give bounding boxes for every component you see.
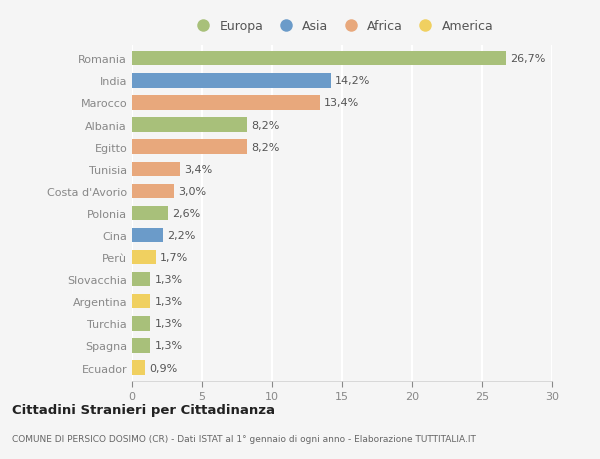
Text: 1,3%: 1,3%: [154, 341, 182, 351]
Bar: [132, 317, 150, 331]
Bar: [132, 52, 506, 66]
Bar: [132, 184, 174, 199]
Bar: [132, 96, 320, 110]
Text: Cittadini Stranieri per Cittadinanza: Cittadini Stranieri per Cittadinanza: [12, 403, 275, 416]
Bar: [132, 140, 247, 155]
Bar: [132, 339, 150, 353]
Text: 26,7%: 26,7%: [510, 54, 545, 64]
Bar: [132, 361, 145, 375]
Text: COMUNE DI PERSICO DOSIMO (CR) - Dati ISTAT al 1° gennaio di ogni anno - Elaboraz: COMUNE DI PERSICO DOSIMO (CR) - Dati IST…: [12, 434, 476, 442]
Bar: [132, 272, 150, 287]
Text: 13,4%: 13,4%: [324, 98, 359, 108]
Text: 2,6%: 2,6%: [173, 208, 201, 218]
Bar: [132, 162, 179, 177]
Text: 8,2%: 8,2%: [251, 120, 280, 130]
Bar: [132, 118, 247, 133]
Text: 2,2%: 2,2%: [167, 230, 196, 241]
Text: 0,9%: 0,9%: [149, 363, 177, 373]
Text: 14,2%: 14,2%: [335, 76, 370, 86]
Bar: [132, 74, 331, 88]
Text: 3,0%: 3,0%: [178, 186, 206, 196]
Bar: [132, 206, 169, 221]
Legend: Europa, Asia, Africa, America: Europa, Asia, Africa, America: [191, 20, 493, 33]
Text: 3,4%: 3,4%: [184, 164, 212, 174]
Bar: [132, 250, 156, 265]
Text: 8,2%: 8,2%: [251, 142, 280, 152]
Text: 1,3%: 1,3%: [154, 297, 182, 307]
Text: 1,3%: 1,3%: [154, 319, 182, 329]
Text: 1,7%: 1,7%: [160, 252, 188, 263]
Text: 1,3%: 1,3%: [154, 274, 182, 285]
Bar: [132, 228, 163, 243]
Bar: [132, 294, 150, 309]
